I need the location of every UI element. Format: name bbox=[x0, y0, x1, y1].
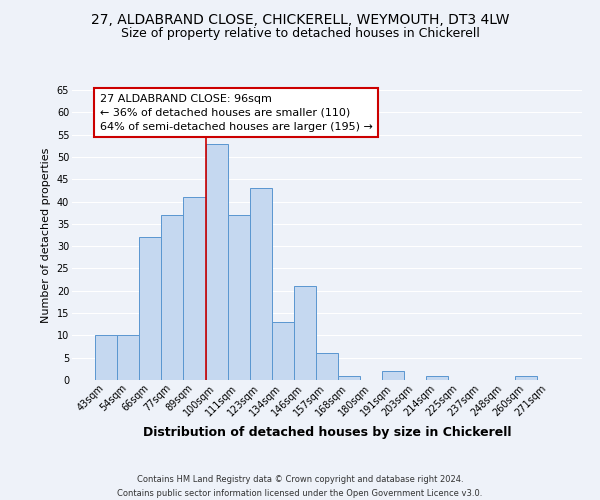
Bar bbox=[427, 376, 448, 380]
Bar bbox=[272, 322, 294, 380]
Bar bbox=[184, 197, 206, 380]
X-axis label: Distribution of detached houses by size in Chickerell: Distribution of detached houses by size … bbox=[143, 426, 511, 439]
Bar bbox=[515, 376, 537, 380]
Y-axis label: Number of detached properties: Number of detached properties bbox=[41, 148, 51, 322]
Bar bbox=[206, 144, 227, 380]
Text: Contains HM Land Registry data © Crown copyright and database right 2024.
Contai: Contains HM Land Registry data © Crown c… bbox=[118, 476, 482, 498]
Bar bbox=[161, 215, 184, 380]
Text: 27, ALDABRAND CLOSE, CHICKERELL, WEYMOUTH, DT3 4LW: 27, ALDABRAND CLOSE, CHICKERELL, WEYMOUT… bbox=[91, 12, 509, 26]
Bar bbox=[139, 237, 161, 380]
Bar bbox=[250, 188, 272, 380]
Bar bbox=[95, 336, 117, 380]
Bar bbox=[294, 286, 316, 380]
Bar bbox=[382, 371, 404, 380]
Text: Size of property relative to detached houses in Chickerell: Size of property relative to detached ho… bbox=[121, 28, 479, 40]
Bar bbox=[338, 376, 360, 380]
Text: 27 ALDABRAND CLOSE: 96sqm
← 36% of detached houses are smaller (110)
64% of semi: 27 ALDABRAND CLOSE: 96sqm ← 36% of detac… bbox=[100, 94, 373, 132]
Bar bbox=[316, 353, 338, 380]
Bar bbox=[227, 215, 250, 380]
Bar bbox=[117, 336, 139, 380]
